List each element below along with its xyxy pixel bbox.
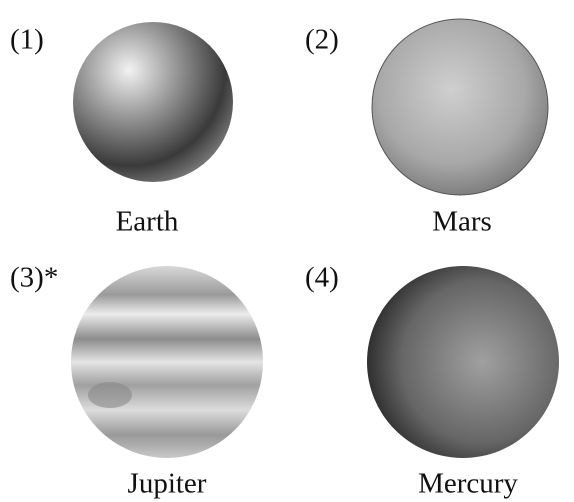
mars-image — [371, 18, 549, 196]
earth-image — [73, 22, 233, 182]
item-number: (2) — [305, 24, 339, 56]
jupiter-image — [71, 266, 263, 458]
item-number: (1) — [10, 24, 44, 56]
item-number: (3)* — [10, 262, 58, 294]
jupiter-spot — [88, 382, 132, 408]
mercury-image — [367, 266, 559, 458]
item-label: Mercury — [418, 468, 518, 500]
item-number: (4) — [305, 262, 339, 294]
item-label: Mars — [432, 206, 492, 238]
item-label: Earth — [116, 206, 179, 238]
item-label: Jupiter — [128, 468, 207, 500]
